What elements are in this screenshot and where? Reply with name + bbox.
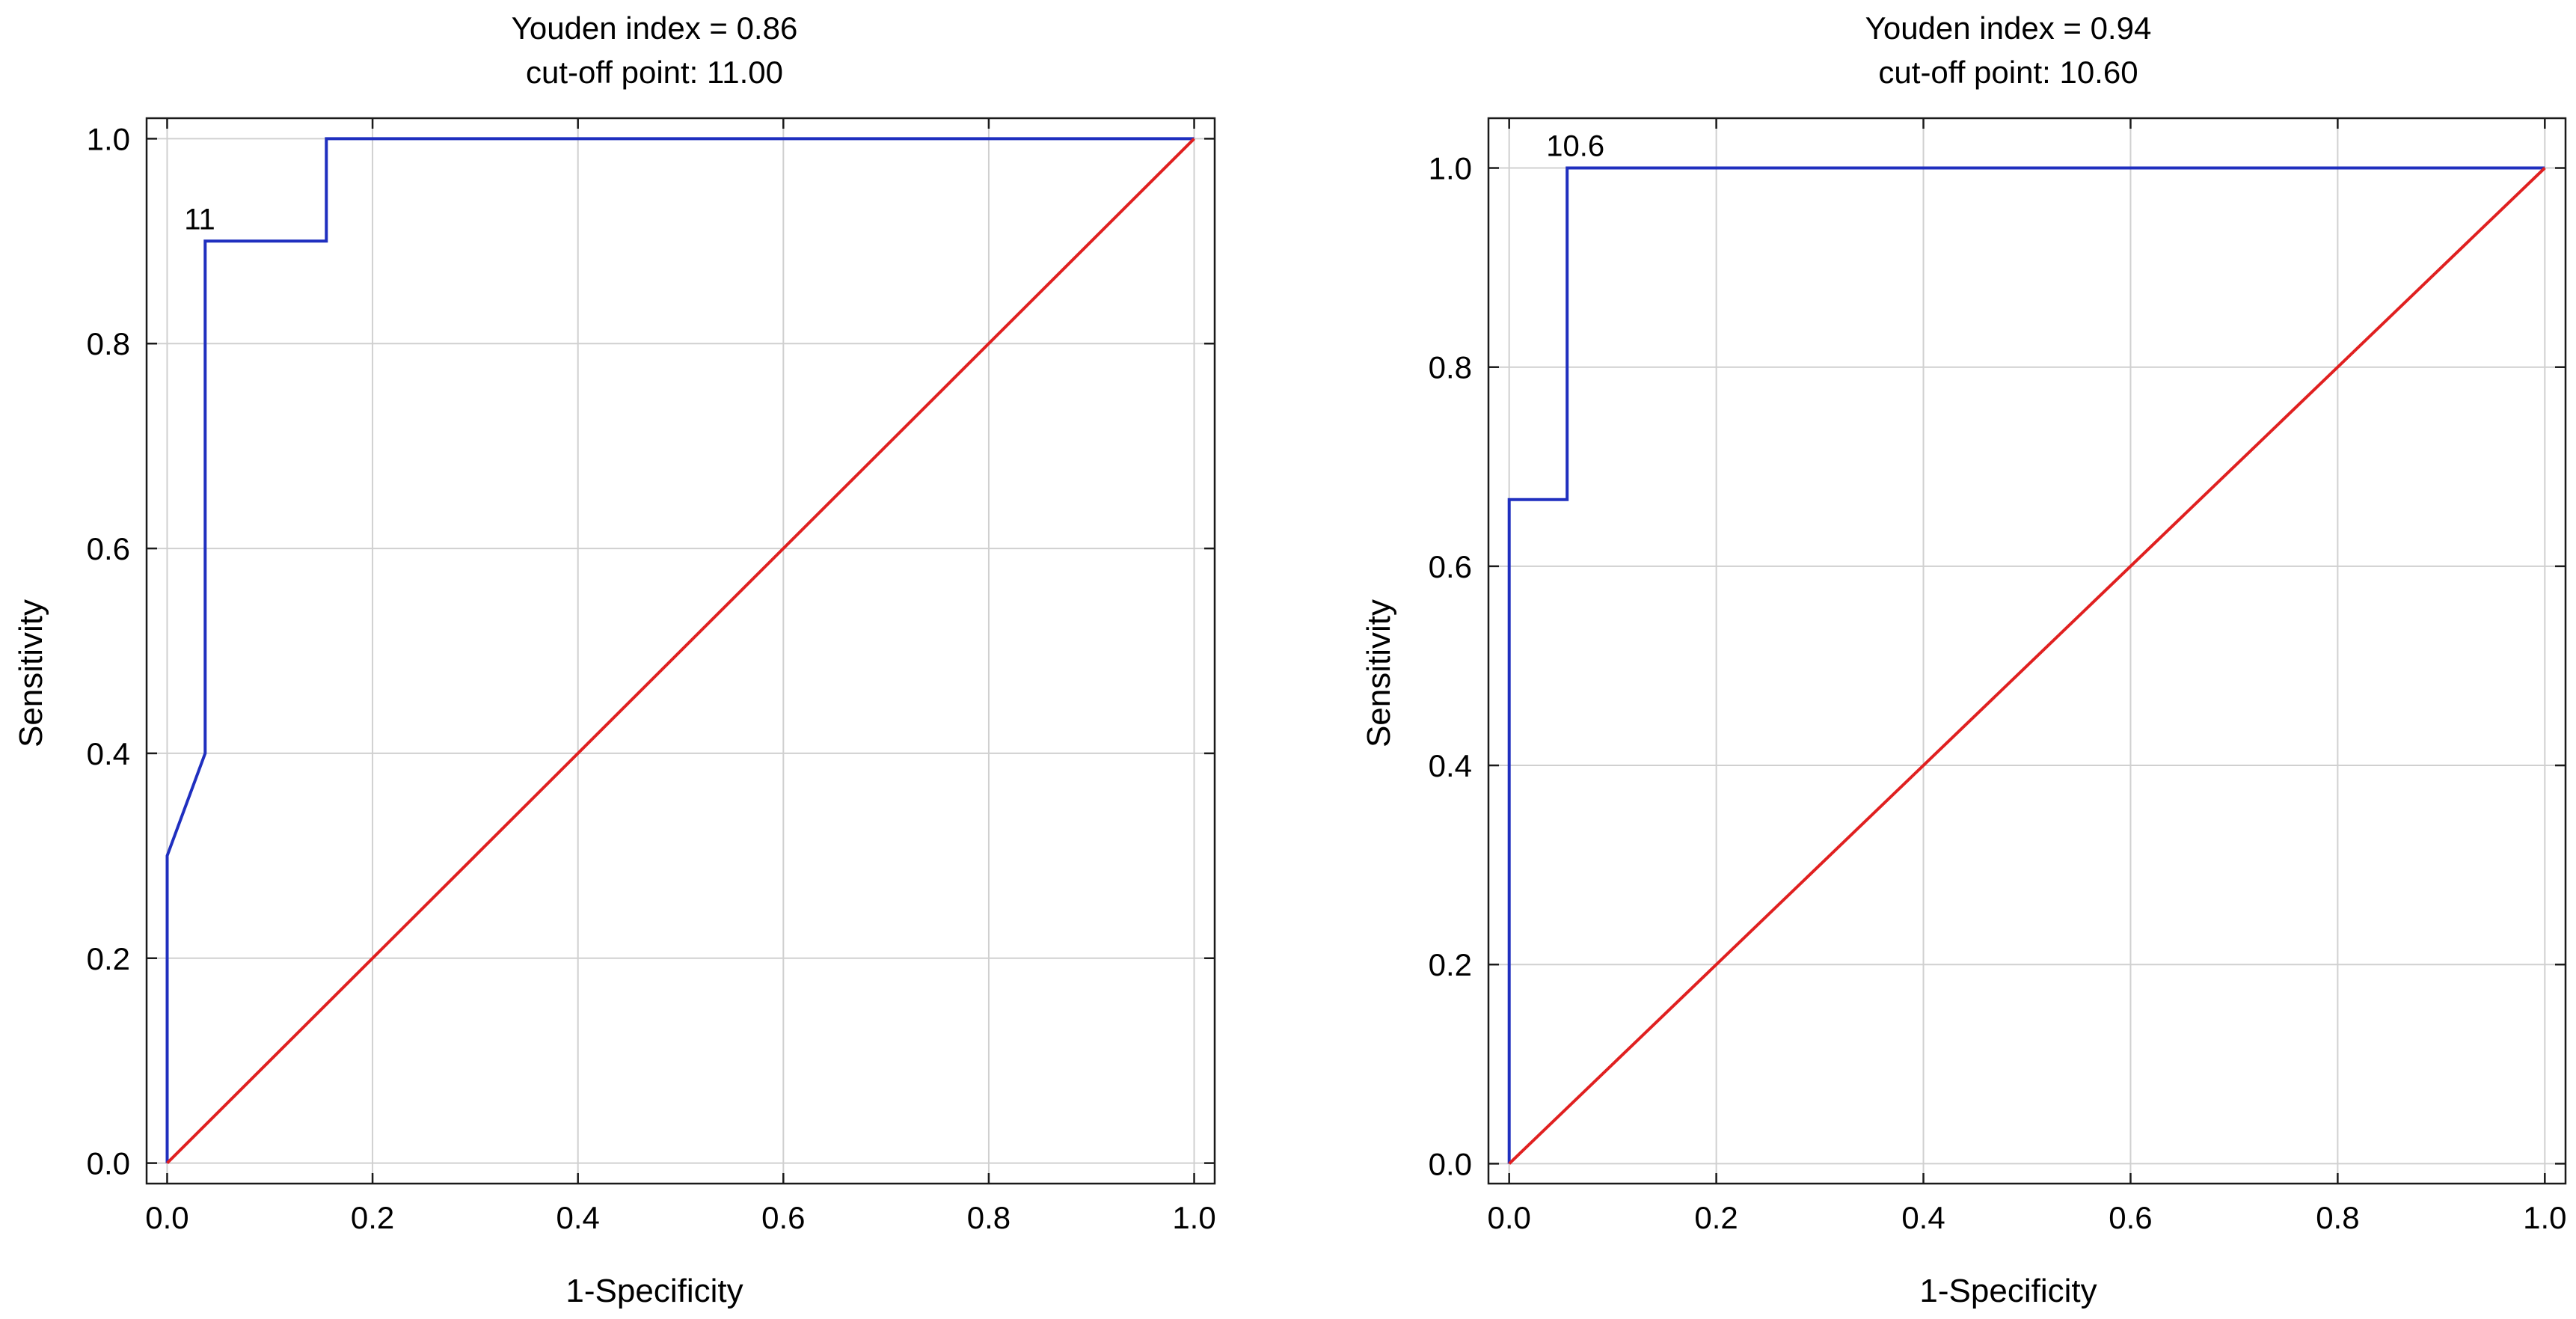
y-tick-label: 0.4 <box>1429 748 1472 783</box>
grid <box>1488 118 2566 1184</box>
roc-curve-line <box>1507 166 2545 1164</box>
x-tick-label: 0.2 <box>351 1200 394 1235</box>
roc-chart-left: Youden index = 0.86 cut-off point: 11.00… <box>13 10 1216 1309</box>
roc-curve-line <box>165 137 1195 1163</box>
title-line-1: Youden index = 0.86 <box>512 10 798 46</box>
y-tick-label: 0.0 <box>1429 1146 1472 1181</box>
y-axis-label: Sensitivity <box>1361 599 1397 747</box>
cutoff-annotation: 10.6 <box>1546 130 1604 163</box>
y-tick-label: 0.6 <box>87 531 130 566</box>
x-tick-label: 1.0 <box>2523 1200 2566 1235</box>
title-line-1: Youden index = 0.94 <box>1865 10 2152 46</box>
roc-chart-right: Youden index = 0.94 cut-off point: 10.60… <box>1361 10 2567 1309</box>
chart-title: Youden index = 0.86 cut-off point: 11.00 <box>512 10 798 90</box>
x-tick-label: 0.2 <box>1694 1200 1738 1235</box>
axis-ticks: 0.0 0.2 0.4 0.6 0.8 1.0 0.0 0.2 0.4 0.6 0.8 1.0 <box>1429 118 2567 1235</box>
x-tick-label: 0.8 <box>2316 1200 2359 1235</box>
grid <box>147 118 1215 1184</box>
y-tick-label: 1.0 <box>87 121 130 156</box>
title-line-2: cut-off point: 10.60 <box>1878 55 2138 90</box>
x-tick-label: 1.0 <box>1172 1200 1215 1235</box>
y-tick-label: 0.0 <box>87 1146 130 1181</box>
reference-diagonal-line <box>1508 167 2546 1165</box>
y-tick-label: 0.8 <box>1429 350 1472 385</box>
axis-ticks: 0.0 0.2 0.4 0.6 0.8 1.0 0.0 0.2 0.4 0.6 0.8 1.0 <box>87 118 1216 1235</box>
y-tick-label: 1.0 <box>1429 151 1472 186</box>
x-tick-label: 0.4 <box>1901 1200 1945 1235</box>
x-tick-label: 0.4 <box>556 1200 599 1235</box>
y-tick-label: 0.6 <box>1429 549 1472 584</box>
x-tick-label: 0.0 <box>145 1200 188 1235</box>
title-line-2: cut-off point: 11.00 <box>526 55 783 90</box>
y-tick-label: 0.8 <box>87 326 130 361</box>
chart-title: Youden index = 0.94 cut-off point: 10.60 <box>1865 10 2152 90</box>
y-tick-label: 0.4 <box>87 736 130 771</box>
cutoff-annotation: 11 <box>184 203 215 236</box>
x-axis-label: 1-Specificity <box>565 1273 743 1309</box>
y-tick-label: 0.2 <box>87 941 130 976</box>
plot-frame <box>145 117 1216 1185</box>
reference-diagonal-line <box>166 137 1195 1165</box>
x-tick-label: 0.0 <box>1487 1200 1530 1235</box>
y-tick-label: 0.2 <box>1429 947 1472 982</box>
x-tick-label: 0.8 <box>967 1200 1011 1235</box>
y-axis-label: Sensitivity <box>13 599 49 747</box>
x-tick-label: 0.6 <box>761 1200 805 1235</box>
x-axis-label: 1-Specificity <box>1919 1273 2097 1309</box>
x-tick-label: 0.6 <box>2109 1200 2152 1235</box>
plot-frame <box>1487 117 2567 1185</box>
